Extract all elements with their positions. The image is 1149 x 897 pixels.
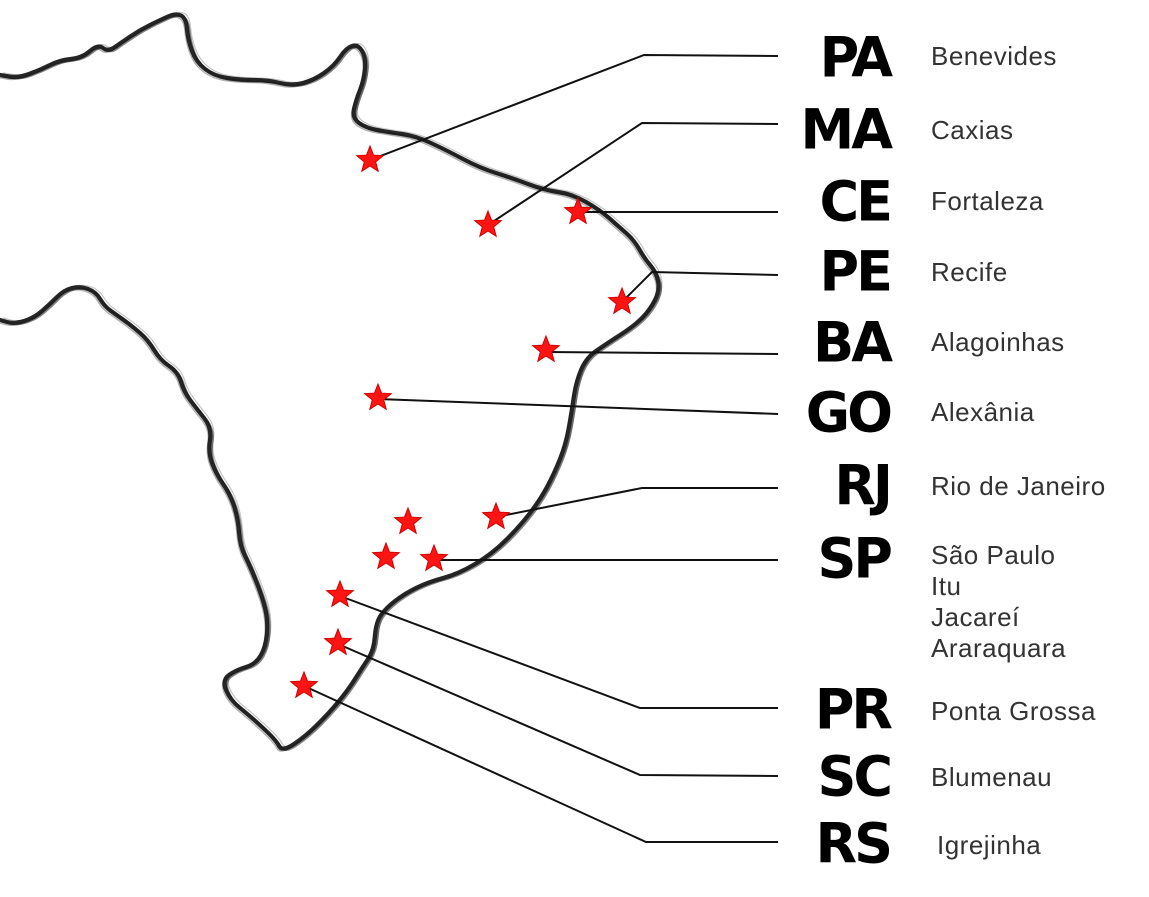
star-rio-de-janeiro	[481, 501, 511, 530]
city-list-rj: Rio de Janeiro	[931, 471, 1106, 502]
city-ponta-grossa: Ponta Grossa	[931, 696, 1096, 726]
state-code-ce: CE	[819, 169, 893, 234]
state-code-sc: SC	[817, 744, 893, 809]
star-recife	[607, 286, 637, 315]
star-ponta-grossa	[325, 579, 355, 608]
city-igrejinha: Igrejinha	[937, 830, 1042, 860]
state-code-sp: SP	[817, 526, 893, 591]
city-list-pr: Ponta Grossa	[931, 696, 1096, 727]
state-code-pe: PE	[819, 239, 893, 304]
city-araraquara: Araraquara	[931, 633, 1067, 663]
city-list-go: Alexânia	[931, 397, 1035, 428]
leader-line-rs	[303, 685, 778, 843]
city-fortaleza: Fortaleza	[931, 186, 1044, 216]
outline-stroke-3	[0, 16, 658, 752]
star-caxias	[473, 209, 503, 238]
star-blumenau	[323, 627, 353, 656]
city-list-ma: Caxias	[931, 115, 1013, 146]
outline-stroke-2	[1, 14, 663, 752]
city-benevides: Benevides	[931, 41, 1057, 71]
state-code-rj: RJ	[834, 453, 893, 518]
star-fortaleza	[563, 196, 593, 225]
state-code-pr: PR	[814, 677, 893, 742]
star-araraquara	[393, 506, 423, 535]
state-code-ma: MA	[800, 97, 893, 162]
star-itu	[371, 541, 401, 570]
star-sao-paulo	[419, 543, 449, 572]
star-igrejinha	[289, 670, 319, 699]
star-alexania	[363, 382, 393, 411]
leader-line-go	[377, 398, 779, 415]
city-stars	[289, 144, 637, 699]
leader-line-sc	[337, 643, 779, 777]
city-blumenau: Blumenau	[931, 762, 1053, 792]
city-alagoinhas: Alagoinhas	[931, 327, 1065, 357]
city-list-sp: São Paulo Itu Jacareí Araraquara	[931, 540, 1066, 664]
leader-lines	[303, 53, 779, 843]
city-list-sc: Blumenau	[931, 762, 1052, 793]
leader-line-ma	[487, 121, 779, 226]
outline-stroke-4	[2, 11, 663, 748]
star-benevides	[355, 144, 385, 173]
leader-line-pe	[621, 270, 779, 303]
city-list-ba: Alagoinhas	[931, 327, 1065, 358]
city-recife: Recife	[931, 257, 1008, 287]
leader-line-pr	[339, 595, 778, 709]
city-jacarei: Jacareí	[931, 602, 1020, 632]
brazil-outline	[0, 11, 663, 752]
outline-stroke-1	[0, 12, 661, 751]
star-alagoinhas	[531, 334, 561, 363]
state-code-go: GO	[805, 380, 893, 445]
state-code-rs: RS	[815, 811, 893, 876]
city-list-pa: Benevides	[931, 41, 1057, 72]
city-itu: Itu	[931, 571, 962, 601]
state-code-ba: BA	[813, 310, 893, 375]
city-sao-paulo: São Paulo	[931, 540, 1056, 570]
city-rio-de-janeiro: Rio de Janeiro	[931, 471, 1106, 501]
city-alexania: Alexânia	[931, 397, 1035, 427]
leader-line-ba	[545, 351, 779, 355]
city-caxias: Caxias	[931, 115, 1014, 145]
city-list-rs: Igrejinha	[937, 830, 1041, 861]
city-list-pe: Recife	[931, 257, 1008, 288]
city-list-ce: Fortaleza	[931, 186, 1044, 217]
state-code-pa: PA	[819, 25, 893, 90]
leader-line-rj	[495, 487, 778, 518]
leader-line-pa	[369, 53, 779, 161]
